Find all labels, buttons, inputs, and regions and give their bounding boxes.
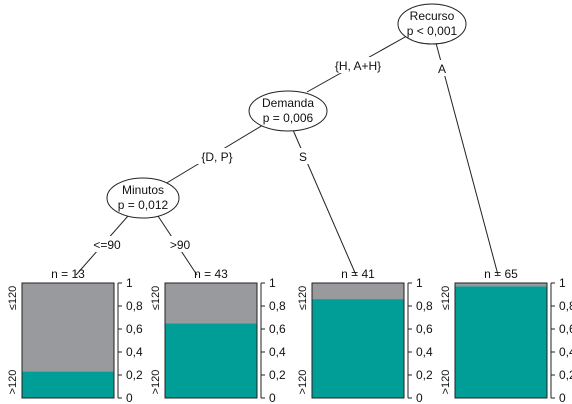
edge-label-recurso-leaf4: A bbox=[438, 62, 446, 76]
node-p-value: p = 0,012 bbox=[118, 198, 169, 212]
y-tick-label: 0 bbox=[126, 391, 133, 404]
y-tick-label: 0 bbox=[416, 391, 423, 404]
y-tick-label: 0,6 bbox=[416, 322, 433, 336]
panel-frame bbox=[454, 282, 548, 399]
leaf-category-bottom: >120 bbox=[297, 370, 309, 395]
bar-segment-upper bbox=[22, 283, 114, 372]
edge-label-recurso-demanda: {H, A+H} bbox=[335, 59, 381, 73]
node-p-value: p < 0,001 bbox=[407, 24, 458, 38]
bar-segment-upper bbox=[455, 283, 547, 287]
edge-label-minutos-leaf1: <=90 bbox=[93, 238, 121, 252]
y-tick-label: 0,4 bbox=[126, 345, 143, 359]
y-tick-label: 0,6 bbox=[559, 322, 572, 336]
y-tick-label: 1 bbox=[559, 276, 566, 290]
tree-edges bbox=[75, 31, 499, 276]
y-tick-label: 0,8 bbox=[269, 299, 286, 313]
node-name: Recurso bbox=[410, 9, 455, 23]
y-tick-label: 0,2 bbox=[269, 368, 286, 382]
leaf-panel-3: n = 41 ≤120 >120 0 0,2 0,4 0,6 0,8 1 bbox=[297, 267, 433, 404]
tree-node-demanda: Demanda p = 0,006 bbox=[248, 90, 328, 132]
leaf-panel-1: n = 13 ≤120 >120 0 0,2 0,4 0,6 0,8 1 bbox=[7, 267, 143, 404]
leaf-n-label: n = 65 bbox=[484, 267, 518, 281]
y-tick-label: 0,2 bbox=[559, 368, 572, 382]
panel-frame bbox=[21, 282, 115, 399]
y-tick-label: 0,2 bbox=[416, 368, 433, 382]
y-axis: 0 0,2 0,4 0,6 0,8 1 bbox=[260, 276, 286, 404]
y-axis: 0 0,2 0,4 0,6 0,8 1 bbox=[407, 276, 433, 404]
y-tick-label: 0,4 bbox=[269, 345, 286, 359]
edge-label-minutos-leaf2: >90 bbox=[170, 238, 191, 252]
leaf-category-bottom: >120 bbox=[440, 370, 452, 395]
bar-segment-lower bbox=[165, 323, 257, 398]
y-tick-label: 0,6 bbox=[269, 322, 286, 336]
y-tick-label: 0,8 bbox=[416, 299, 433, 313]
leaf-n-label: n = 41 bbox=[341, 267, 375, 281]
leaf-category-top: ≤120 bbox=[7, 286, 19, 310]
node-ellipse bbox=[106, 177, 180, 219]
y-tick-label: 0,4 bbox=[416, 345, 433, 359]
node-name: Demanda bbox=[262, 96, 314, 110]
y-axis: 0 0,2 0,4 0,6 0,8 1 bbox=[117, 276, 143, 404]
leaf-category-top: ≤120 bbox=[297, 286, 309, 310]
leaf-panel-2: n = 43 ≤120 >120 0 0,2 0,4 0,6 0,8 1 bbox=[150, 267, 286, 404]
leaf-panel-4: n = 65 ≤120 >120 0 0,2 0,4 0,6 0,8 1 bbox=[440, 267, 572, 404]
y-tick-label: 1 bbox=[416, 276, 423, 290]
edge-labels: {H, A+H} A {D, P} S <=90 >90 bbox=[88, 57, 449, 252]
bar-segment-upper bbox=[165, 283, 257, 324]
node-ellipse bbox=[248, 90, 328, 132]
y-tick-label: 0,6 bbox=[126, 322, 143, 336]
leaf-category-bottom: >120 bbox=[7, 370, 19, 395]
edge-label-demanda-minutos: {D, P} bbox=[201, 150, 232, 164]
tree-node-recurso: Recurso p < 0,001 bbox=[397, 3, 467, 45]
bar-segment-upper bbox=[312, 283, 404, 300]
bar-segment-lower bbox=[22, 371, 114, 398]
y-tick-label: 1 bbox=[269, 276, 276, 290]
y-tick-label: 0,8 bbox=[559, 299, 572, 313]
y-tick-label: 0,2 bbox=[126, 368, 143, 382]
y-tick-label: 0 bbox=[269, 391, 276, 404]
y-tick-label: 0,8 bbox=[126, 299, 143, 313]
edge-recurso-leaf4 bbox=[435, 42, 499, 276]
leaf-n-label: n = 13 bbox=[51, 267, 85, 281]
y-tick-label: 1 bbox=[126, 276, 133, 290]
leaf-category-top: ≤120 bbox=[440, 286, 452, 310]
y-axis: 0 0,2 0,4 0,6 0,8 1 bbox=[550, 276, 572, 404]
bar-segment-lower bbox=[312, 299, 404, 398]
leaf-category-top: ≤120 bbox=[150, 286, 162, 310]
bar-segment-lower bbox=[455, 286, 547, 398]
panel-frame bbox=[311, 282, 405, 399]
leaf-category-bottom: >120 bbox=[150, 370, 162, 395]
node-ellipse bbox=[397, 3, 467, 45]
edge-label-demanda-leaf3: S bbox=[299, 150, 307, 164]
node-p-value: p = 0,006 bbox=[263, 111, 314, 125]
leaf-n-label: n = 43 bbox=[194, 267, 228, 281]
tree-node-minutos: Minutos p = 0,012 bbox=[106, 177, 180, 219]
y-tick-label: 0 bbox=[559, 391, 566, 404]
panel-frame bbox=[164, 282, 258, 399]
y-tick-label: 0,4 bbox=[559, 345, 572, 359]
node-name: Minutos bbox=[122, 183, 164, 197]
